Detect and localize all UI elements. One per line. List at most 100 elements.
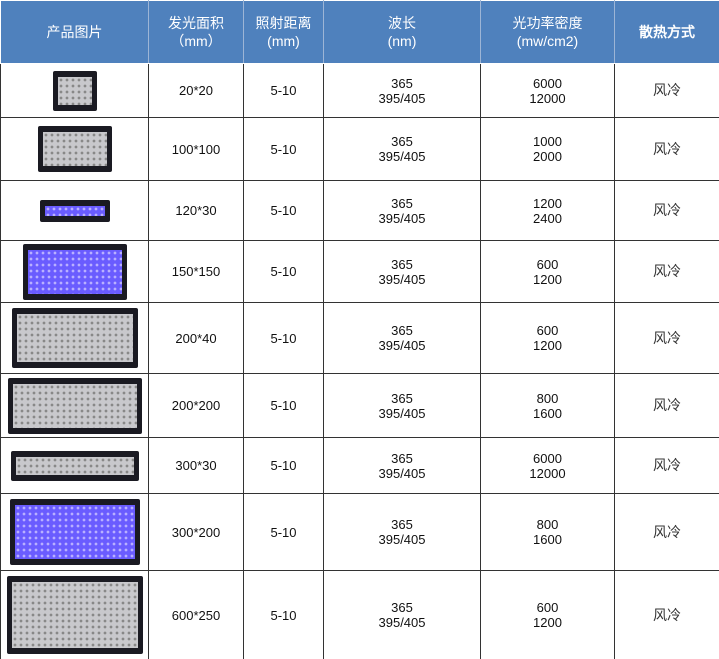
power-1: 600 — [536, 323, 559, 338]
product-image-cell — [0, 302, 149, 374]
cooling-cell: 风冷 — [614, 570, 719, 659]
wavelength-cell: 365 395/405 — [323, 437, 481, 494]
product-image — [52, 70, 97, 111]
power-2: 1600 — [533, 532, 562, 547]
product-image-cell — [0, 180, 149, 241]
power-2: 1600 — [533, 405, 562, 421]
table-row: 20*20 5-10 365 395/405 6000 12000 风冷 — [0, 63, 719, 118]
wavelength-1: 365 — [391, 517, 413, 532]
wavelength-1: 365 — [391, 75, 413, 91]
cooling-cell: 风冷 — [614, 302, 719, 374]
distance-cell: 5-10 — [243, 180, 324, 241]
wavelength-cell: 365 395/405 — [323, 63, 481, 118]
product-image-cell — [0, 373, 149, 438]
distance-cell: 5-10 — [243, 117, 324, 181]
header-area-label: 发光面积 — [168, 15, 224, 31]
header-power: 光功率密度 (mw/cm2) — [480, 0, 615, 64]
table-row: 300*30 5-10 365 395/405 6000 12000 风冷 — [0, 437, 719, 494]
cooling-cell: 风冷 — [614, 437, 719, 494]
cooling-cell: 风冷 — [614, 493, 719, 571]
header-wavelength-label: 波长 — [388, 15, 416, 31]
power-2: 12000 — [529, 465, 566, 481]
table-row: 600*250 5-10 365 395/405 600 1200 风冷 — [0, 570, 719, 659]
header-distance: 照射距离 (mm) — [243, 0, 324, 64]
area-cell: 200*40 — [148, 302, 244, 374]
table-row: 200*40 5-10 365 395/405 600 1200 风冷 — [0, 302, 719, 374]
wavelength-1: 365 — [391, 450, 413, 466]
header-distance-unit: (mm) — [267, 33, 300, 49]
table-row: 200*200 5-10 365 395/405 800 1600 风冷 — [0, 373, 719, 438]
distance-cell: 5-10 — [243, 302, 324, 374]
product-image — [10, 450, 139, 481]
wavelength-cell: 365 395/405 — [323, 240, 481, 303]
table-row: 300*200 5-10 365 395/405 800 1600 风冷 — [0, 493, 719, 571]
wavelength-cell: 365 395/405 — [323, 302, 481, 374]
power-cell: 600 1200 — [480, 302, 615, 374]
wavelength-cell: 365 395/405 — [323, 373, 481, 438]
header-area-unit: （mm） — [170, 33, 222, 49]
cooling-cell: 风冷 — [614, 180, 719, 241]
product-image — [37, 126, 112, 172]
header-wavelength: 波长 (nm) — [323, 0, 481, 64]
cooling-cell: 风冷 — [614, 117, 719, 181]
power-2: 2000 — [533, 149, 562, 164]
power-1: 600 — [536, 600, 559, 615]
header-cooling: 散热方式 — [614, 0, 719, 64]
cooling-cell: 风冷 — [614, 240, 719, 303]
wavelength-cell: 365 395/405 — [323, 117, 481, 181]
product-image — [39, 199, 110, 222]
product-image-cell — [0, 493, 149, 571]
power-cell: 600 1200 — [480, 570, 615, 659]
power-2: 1200 — [533, 338, 562, 353]
wavelength-1: 365 — [391, 390, 413, 406]
header-distance-label: 照射距离 — [255, 15, 312, 31]
area-cell: 200*200 — [148, 373, 244, 438]
area-cell: 300*200 — [148, 493, 244, 571]
area-cell: 120*30 — [148, 180, 244, 241]
power-2: 1200 — [533, 615, 562, 630]
power-cell: 800 1600 — [480, 373, 615, 438]
wavelength-2: 395/405 — [378, 465, 426, 481]
power-2: 1200 — [533, 271, 562, 287]
power-2: 2400 — [533, 210, 562, 226]
cooling-cell: 风冷 — [614, 373, 719, 438]
product-image-cell — [0, 63, 149, 118]
wavelength-2: 395/405 — [378, 90, 426, 106]
power-1: 800 — [536, 517, 559, 532]
header-row: 产品图片 发光面积 （mm） 照射距离 (mm) 波长 (nm) 光功率密度 (mw/c… — [0, 0, 719, 64]
wavelength-1: 365 — [391, 256, 413, 272]
power-cell: 6000 12000 — [480, 63, 615, 118]
wavelength-1: 365 — [391, 600, 413, 615]
product-image — [6, 576, 143, 654]
power-1: 600 — [536, 256, 559, 272]
power-1: 800 — [536, 390, 559, 406]
power-cell: 600 1200 — [480, 240, 615, 303]
distance-cell: 5-10 — [243, 437, 324, 494]
wavelength-2: 395/405 — [378, 271, 426, 287]
wavelength-2: 395/405 — [378, 338, 426, 353]
area-cell: 150*150 — [148, 240, 244, 303]
power-cell: 6000 12000 — [480, 437, 615, 494]
product-image-cell — [0, 437, 149, 494]
header-power-label: 光功率密度 — [512, 15, 583, 31]
wavelength-cell: 365 395/405 — [323, 493, 481, 571]
header-image: 产品图片 — [0, 0, 149, 64]
product-image-cell — [0, 117, 149, 181]
table-row: 100*100 5-10 365 395/405 1000 2000 风冷 — [0, 117, 719, 181]
wavelength-cell: 365 395/405 — [323, 180, 481, 241]
area-cell: 300*30 — [148, 437, 244, 494]
product-image — [11, 308, 138, 368]
power-cell: 1200 2400 — [480, 180, 615, 241]
power-cell: 800 1600 — [480, 493, 615, 571]
power-1: 6000 — [533, 450, 562, 466]
wavelength-2: 395/405 — [378, 149, 426, 164]
wavelength-2: 395/405 — [378, 210, 426, 226]
wavelength-1: 365 — [391, 195, 413, 211]
wavelength-cell: 365 395/405 — [323, 570, 481, 659]
product-image-cell — [0, 240, 149, 303]
product-image-cell — [0, 570, 149, 659]
wavelength-2: 395/405 — [378, 615, 426, 630]
area-cell: 20*20 — [148, 63, 244, 118]
